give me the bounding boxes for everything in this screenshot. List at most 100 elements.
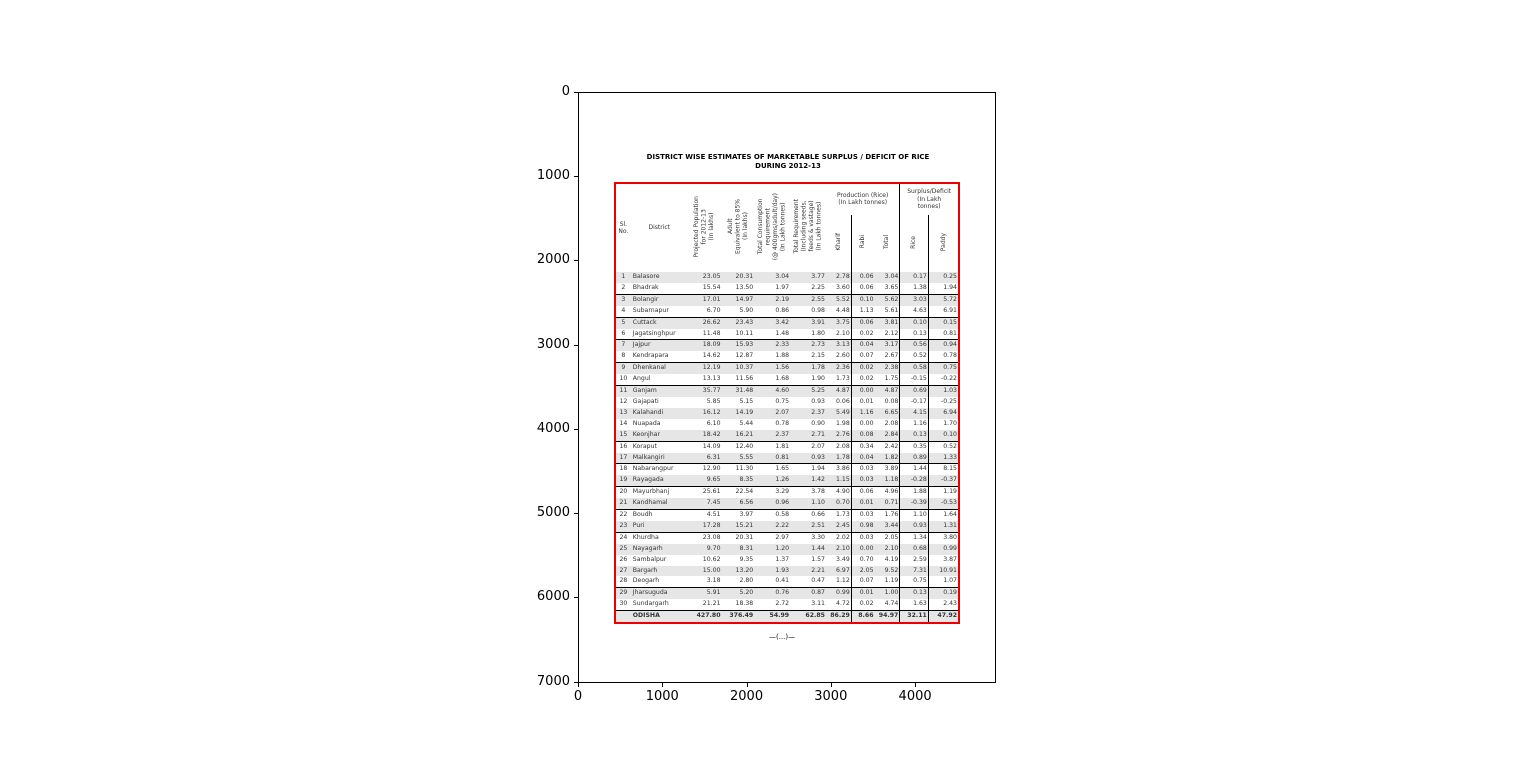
table-cell: 0.99 xyxy=(927,543,958,555)
table-cell: 8.35 xyxy=(721,475,755,487)
table-cell: 1.10 xyxy=(790,498,826,510)
table-cell: 2.97 xyxy=(754,531,791,544)
table-cell: 18 xyxy=(616,463,631,476)
table-cell: 9.65 xyxy=(687,475,722,487)
table-cell: 13.13 xyxy=(702,375,721,383)
table-cell: 1.18 xyxy=(874,475,900,487)
x-tick-label: 4000 xyxy=(898,689,932,704)
table-cell: 1 xyxy=(616,272,631,283)
table-cell: 2.10 xyxy=(874,543,900,555)
surplus-table: Sl. No. District Projected Population fo… xyxy=(614,182,960,625)
table-cell: 3.11 xyxy=(811,600,825,608)
table-cell: 2.55 xyxy=(790,293,826,306)
table-cell: 1.63 xyxy=(899,599,929,611)
header-surplus: Surplus/Deficit (In Lakh tonnes) xyxy=(899,184,958,215)
table-cell: 9 xyxy=(616,362,631,375)
table-cell: 31.48 xyxy=(721,385,755,397)
y-tick-mark xyxy=(574,681,578,683)
table-cell: 22 xyxy=(616,509,631,521)
table-row: 11 Ganjam 35.77 31.48 4.60 5.25 4.87 0.00 4.87 0.… xyxy=(616,385,958,397)
table-cell: 6.65 xyxy=(874,407,900,419)
y-tick-label: 2000 xyxy=(536,252,570,268)
table-row: 3 Bolangir 17.01 14.97 2.19 2.55 5.52 0.10 5.62 3… xyxy=(616,293,958,306)
table-cell: Cuttack xyxy=(630,316,688,329)
table-cell: 4.60 xyxy=(754,385,791,397)
table-cell: 1.44 xyxy=(790,543,826,555)
table-cell: Kalahandi xyxy=(630,407,688,419)
table-cell: 2.10 xyxy=(836,329,850,337)
table-cell: 3.49 xyxy=(836,555,850,563)
table-cell: 24 xyxy=(616,531,631,544)
table-cell: 3.42 xyxy=(754,316,791,329)
table-cell: 5.20 xyxy=(721,587,755,600)
table-cell: 2.38 xyxy=(874,362,900,375)
table-cell: 1.64 xyxy=(927,509,958,521)
table-cell: 0.76 xyxy=(754,587,791,600)
table-cell: 2.05 xyxy=(874,531,900,544)
table-cell: 1.78 xyxy=(790,362,826,375)
table-cell: 17 xyxy=(616,452,631,464)
table-cell: 2.36 xyxy=(825,362,852,375)
table-cell: 16 xyxy=(616,440,631,453)
table-row: 12 Gajapati 5.85 5.15 0.75 0.93 0.06 0.01 0.08 -0… xyxy=(616,396,958,408)
x-tick-mark xyxy=(662,683,664,687)
table-cell: 0.07 xyxy=(850,576,875,588)
table-cell: 1.10 xyxy=(899,509,929,521)
table-cell: Gajapati xyxy=(632,397,659,405)
table-cell: 6 xyxy=(621,329,626,337)
table-cell: Sambalpur xyxy=(632,555,667,563)
table-cell: 86.29 xyxy=(825,610,852,623)
y-tick-mark xyxy=(574,597,578,599)
table-cell: 1.37 xyxy=(775,555,790,563)
x-tick-mark xyxy=(578,683,579,687)
table-row: 22 Boudh 4.51 3.97 0.58 0.66 1.73 0.03 1.76 1.10 1… xyxy=(616,509,958,521)
y-tick-label: 7000 xyxy=(536,673,570,689)
header-consumption: Total Consumption requirement (@ 400gms/… xyxy=(757,193,787,261)
table-cell: 16.21 xyxy=(721,429,755,442)
table-cell: 2.21 xyxy=(790,565,826,577)
table-cell: 0.52 xyxy=(927,440,958,453)
table-row: 28 Deogarh 3.18 2.80 0.41 0.47 1.12 0.07 1.19 0.7… xyxy=(616,576,958,588)
table-cell: 1.94 xyxy=(927,282,958,295)
document-title: DISTRICT WISE ESTIMATES OF MARKETABLE SU… xyxy=(599,153,977,171)
table-cell: 25.61 xyxy=(687,486,722,499)
table-cell: 1.15 xyxy=(825,475,852,487)
y-tick-mark xyxy=(574,513,578,515)
table-cell: 3.18 xyxy=(706,577,721,585)
table-cell: 2.84 xyxy=(874,429,900,442)
table-cell: 0.75 xyxy=(927,362,958,375)
table-cell: 11.48 xyxy=(702,329,721,337)
table-cell: 10.62 xyxy=(702,555,721,563)
y-tick-label: 5000 xyxy=(536,505,570,521)
table-cell: 4.51 xyxy=(687,509,722,521)
table-cell: 3.17 xyxy=(874,339,900,352)
table-cell: 10.37 xyxy=(721,362,755,375)
table-cell: 12 xyxy=(619,397,628,405)
table-cell: 14.09 xyxy=(687,440,722,453)
table-cell: 0.41 xyxy=(775,577,790,585)
table-cell: 0.06 xyxy=(850,486,875,499)
table-cell: 4.72 xyxy=(836,600,850,608)
table-cell: 18.42 xyxy=(687,429,722,442)
table-cell: 0.10 xyxy=(850,293,875,306)
table-cell: 13.50 xyxy=(735,283,754,291)
table-cell: 26.62 xyxy=(687,316,722,329)
table-row: 6 Jagatsinghpur 11.48 10.11 1.48 1.80 2.10 0.02… xyxy=(616,328,958,340)
table-cell: 25 xyxy=(616,543,631,555)
table-row: 2 Bhadrak 15.54 13.50 1.97 2.25 3.60 0.06 3.65 1.… xyxy=(616,282,958,295)
table-cell: 6.10 xyxy=(706,419,721,427)
table-cell: 3.86 xyxy=(825,463,852,476)
table-cell: 14.19 xyxy=(721,407,755,419)
table-cell: 6.97 xyxy=(825,565,852,577)
table-cell: 2.12 xyxy=(884,329,899,337)
table-cell: 2.80 xyxy=(739,577,754,585)
table-cell: 0.08 xyxy=(884,397,899,405)
table-cell: -0.28 xyxy=(899,475,929,487)
x-tick-label: 2000 xyxy=(730,689,764,704)
table-cell: 0.19 xyxy=(927,587,958,600)
table-cell: 27 xyxy=(616,565,631,577)
table-cell: -0.17 xyxy=(899,396,929,408)
table-cell: 1.98 xyxy=(836,419,850,427)
table-cell: 4 xyxy=(621,306,626,314)
table-cell: 9.70 xyxy=(687,543,722,555)
